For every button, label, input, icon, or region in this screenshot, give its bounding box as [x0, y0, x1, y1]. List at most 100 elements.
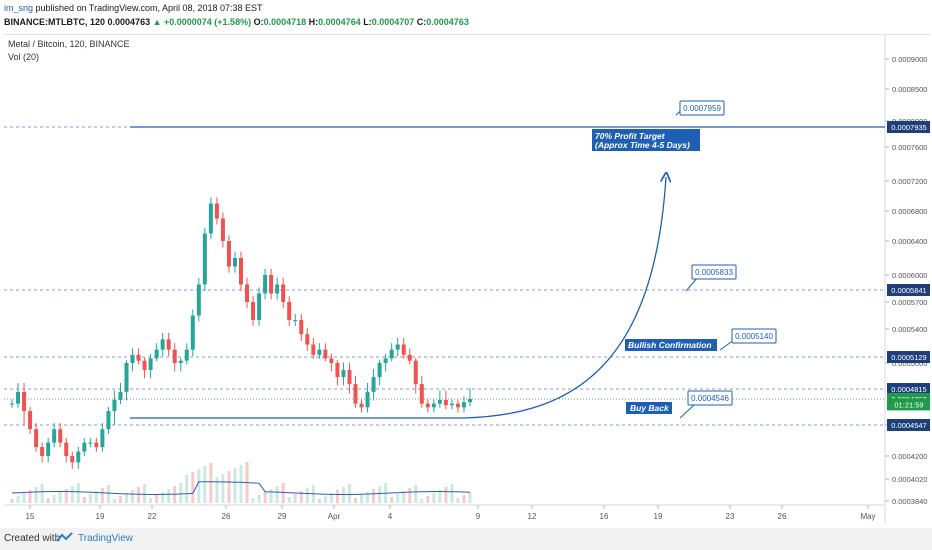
volume-bar	[293, 494, 297, 503]
candle-body	[172, 349, 177, 363]
price-badge-label: 0.0005841	[891, 286, 926, 295]
candle-body	[269, 275, 274, 294]
volume-bar	[299, 491, 303, 503]
x-tick-label: 19	[96, 512, 105, 521]
volume-bar	[402, 491, 406, 503]
volume-bar	[305, 488, 309, 503]
candle-body	[94, 442, 99, 448]
volume-bar	[390, 497, 394, 503]
candle-body	[70, 456, 75, 463]
price-chart[interactable]: Metal / Bitcoin, 120, BINANCE Vol (20) 0…	[4, 35, 931, 523]
candle-body	[455, 403, 460, 408]
price-badge	[887, 419, 931, 431]
candle-body	[413, 360, 418, 385]
profit-target-time: (Approx Time 4-5 Days)	[595, 140, 690, 150]
buy-back-text: Buy Back	[630, 403, 670, 413]
volume-bar	[64, 489, 68, 503]
candle-body	[383, 358, 388, 363]
candle-body	[468, 399, 472, 403]
candle-body	[64, 442, 69, 456]
x-tick-label: 15	[26, 512, 35, 521]
volume-bar	[94, 491, 98, 503]
candle-body	[22, 391, 27, 411]
x-tick-label: Apr	[328, 512, 341, 521]
projection-arrow[interactable]	[463, 177, 666, 419]
last-price: 0.0004763	[107, 17, 151, 27]
open-value: 0.0004718	[263, 17, 307, 27]
candle-body	[359, 403, 364, 408]
volume-bar	[450, 484, 454, 503]
x-tick-label: May	[860, 512, 875, 521]
y-tick-label: 0.0003840	[892, 497, 927, 506]
y-tick-label: 0.0005000	[892, 359, 927, 368]
volume-bar	[185, 475, 189, 503]
candle-body	[257, 293, 262, 320]
volume-bar	[76, 483, 80, 503]
candle-body	[347, 370, 352, 385]
volume-indicator-label: Vol (20)	[8, 52, 39, 62]
candle-body	[335, 363, 340, 378]
candle-body	[130, 354, 135, 363]
low-value: 0.0004707	[371, 17, 415, 27]
candle-body	[34, 429, 39, 448]
price-badge-label: 0.0007935	[891, 123, 926, 132]
volume-bar	[275, 486, 279, 503]
volume-bar	[408, 488, 412, 503]
chart-area[interactable]: Metal / Bitcoin, 120, BINANCE Vol (20) 0…	[4, 34, 931, 523]
volume-bar	[215, 477, 219, 503]
candle-body	[178, 360, 183, 363]
candle-body	[425, 403, 430, 408]
candle-body	[437, 399, 442, 404]
candle-body	[214, 203, 219, 219]
candle-body	[82, 442, 87, 452]
candle-body	[341, 370, 346, 378]
candle-body	[395, 344, 400, 350]
candle-body	[299, 320, 304, 335]
candle-body	[46, 442, 51, 456]
candle-body	[263, 275, 268, 294]
volume-bar	[221, 474, 225, 503]
volume-bar	[257, 495, 261, 503]
volume-bar	[149, 498, 153, 503]
bullish-callout: 0.0005140	[735, 332, 773, 341]
volume-bar	[28, 490, 32, 503]
candle-body	[365, 391, 370, 408]
volume-bar	[396, 494, 400, 503]
candle-body	[52, 429, 57, 443]
price-badges: 0.0007935 0.0005841 0.0005129 0.0004815 0.00…	[887, 121, 931, 431]
volume-bar	[179, 483, 183, 503]
volume-bar	[329, 493, 333, 503]
volume-bar	[203, 466, 207, 503]
candle-body	[196, 284, 201, 316]
symbol-label: BINANCE:MTLBTC, 120	[4, 17, 106, 27]
annotations: 0.0007959 70% Profit Target (Approx Time…	[592, 100, 777, 419]
volume-bar	[22, 493, 26, 503]
volume-bar	[52, 495, 56, 503]
buy-back-callout: 0.0004546	[691, 394, 729, 403]
y-tick-label: 0.0006400	[892, 237, 927, 246]
candle-body	[281, 284, 286, 302]
candle-body	[190, 315, 195, 350]
volume-bar	[456, 498, 460, 503]
y-axis-ticks: 0.00090000.00085000.00080000.00076000.00…	[885, 55, 927, 506]
x-tick-label: 26	[778, 512, 787, 521]
candle-body	[461, 402, 466, 408]
author-link[interactable]: im_sng	[4, 3, 34, 13]
x-tick-label: 12	[528, 512, 537, 521]
y-tick-label: 0.0005400	[892, 325, 927, 334]
candle-body	[407, 354, 412, 361]
profit-target-text: 70% Profit Target	[595, 131, 666, 141]
tradingview-brand[interactable]: TradingView	[78, 533, 134, 544]
chart-title: Metal / Bitcoin, 120, BINANCE	[8, 39, 130, 49]
candle-body	[239, 258, 243, 285]
candle-body	[401, 344, 406, 355]
candle-body	[377, 363, 382, 378]
candle-body	[160, 339, 165, 350]
x-tick-label: 16	[600, 512, 609, 521]
volume-bar	[16, 496, 20, 503]
x-tick-label: 29	[278, 512, 287, 521]
bullish-confirmation-text: Bullish Confirmation	[628, 340, 712, 350]
candle-body	[305, 334, 310, 345]
volume-bar	[70, 486, 74, 503]
volume-bar	[239, 465, 243, 503]
